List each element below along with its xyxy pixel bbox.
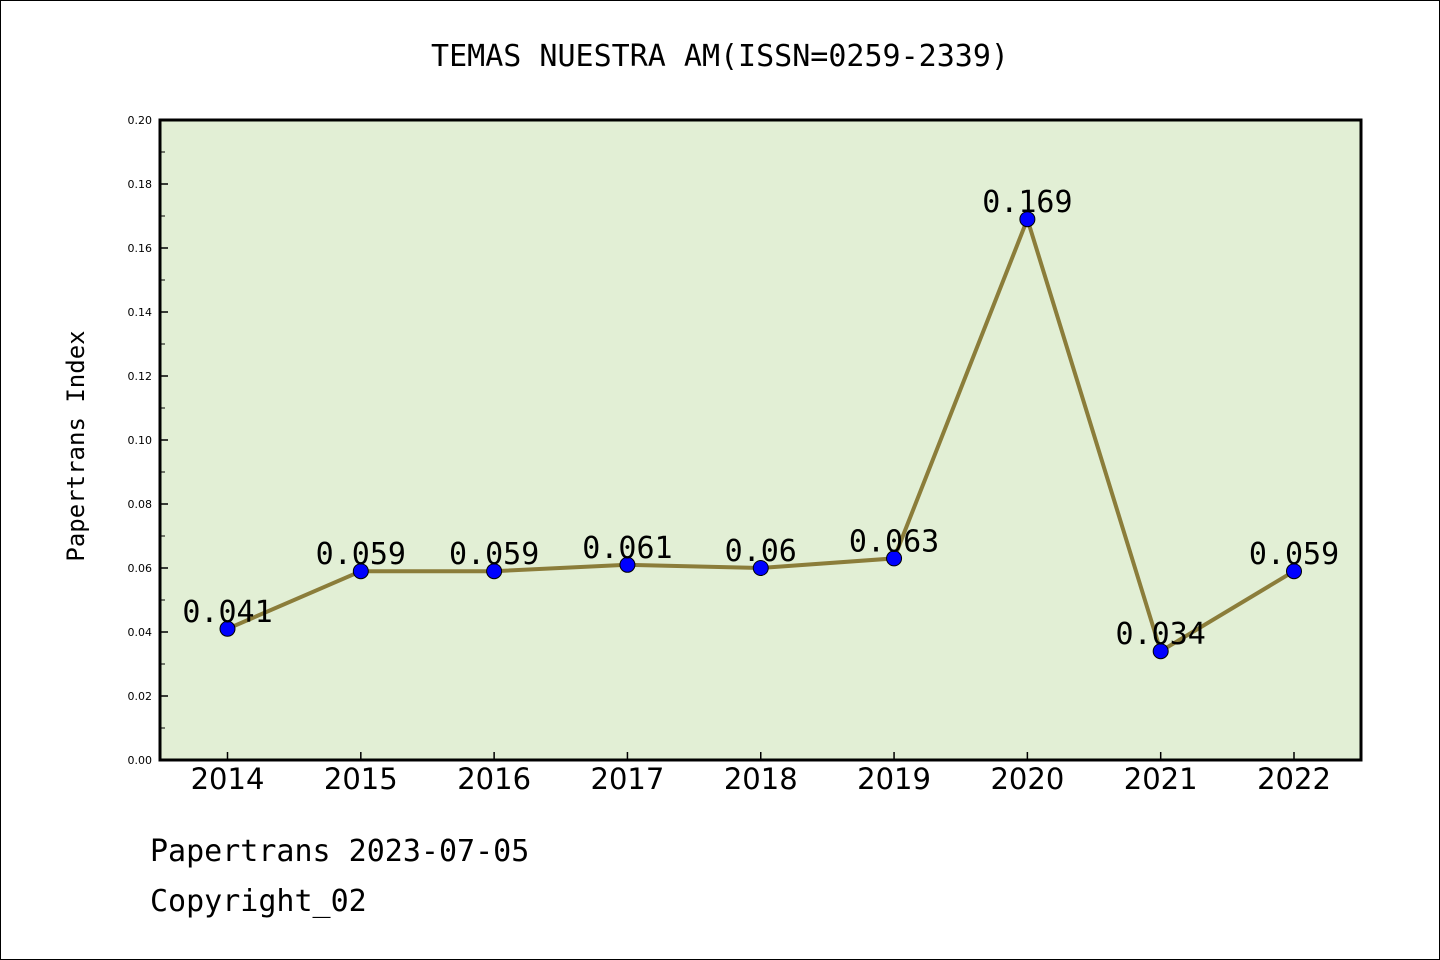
- data-point: [352, 563, 369, 580]
- data-label: 0.034: [1116, 617, 1206, 652]
- y-tick-label: 0.04: [128, 626, 153, 639]
- footer-copyright: Copyright_02: [150, 884, 367, 919]
- y-tick-label: 0.20: [128, 114, 153, 127]
- data-labels: 0.041 0.059 0.059 0.061 0.06 0.063 0.169 0.034 0…: [182, 185, 1339, 652]
- x-tick-label: 2022: [1257, 762, 1331, 796]
- x-tick-label: 2016: [457, 762, 531, 796]
- y-axis: 0.00 0.02 0.04 0.06 0.08 0.10 0.12 0.14 0.16 0.18…: [128, 114, 168, 767]
- footer-source: Papertrans 2023-07-05: [150, 834, 530, 869]
- data-label: 0.169: [982, 185, 1072, 220]
- data-label: 0.059: [449, 537, 539, 572]
- data-points: [219, 211, 1302, 660]
- data-label: 0.059: [1249, 537, 1339, 572]
- x-tick-label: 2015: [324, 762, 398, 796]
- x-tick-label: 2020: [990, 762, 1064, 796]
- y-tick-label: 0.10: [128, 434, 153, 447]
- chart-title: TEMAS NUESTRA AM(ISSN=0259-2339): [431, 39, 1009, 74]
- y-tick-label: 0.08: [128, 498, 153, 511]
- data-point: [619, 556, 636, 573]
- x-tick-label: 2019: [857, 762, 931, 796]
- data-label: 0.06: [725, 534, 797, 569]
- y-tick-label: 0.02: [128, 690, 153, 703]
- data-point: [752, 560, 769, 576]
- x-tick-label: 2017: [591, 762, 665, 796]
- data-label: 0.063: [849, 524, 939, 559]
- data-point: [219, 620, 236, 637]
- y-tick-label: 0.18: [128, 178, 153, 191]
- data-point: [886, 550, 903, 567]
- y-tick-label: 0.16: [128, 242, 153, 255]
- y-tick-label: 0.00: [128, 754, 153, 767]
- data-label: 0.061: [582, 531, 672, 566]
- x-axis: 2014 2015 2016 2017 2018 2019 2020 2021 2022: [191, 752, 1331, 796]
- plot-area: [158, 118, 1363, 762]
- data-point: [486, 563, 503, 580]
- data-point: [1019, 211, 1036, 228]
- data-point: [1286, 563, 1302, 580]
- x-tick-label: 2018: [724, 762, 798, 796]
- y-tick-label: 0.06: [128, 562, 153, 575]
- y-tick-label: 0.14: [128, 306, 153, 319]
- data-point: [1152, 643, 1169, 660]
- data-label: 0.041: [182, 595, 272, 630]
- y-axis-label: Papertrans Index: [62, 330, 90, 561]
- data-label: 0.059: [316, 537, 406, 572]
- y-tick-label: 0.12: [128, 370, 153, 383]
- x-tick-label: 2021: [1124, 762, 1198, 796]
- x-tick-label: 2014: [191, 762, 265, 796]
